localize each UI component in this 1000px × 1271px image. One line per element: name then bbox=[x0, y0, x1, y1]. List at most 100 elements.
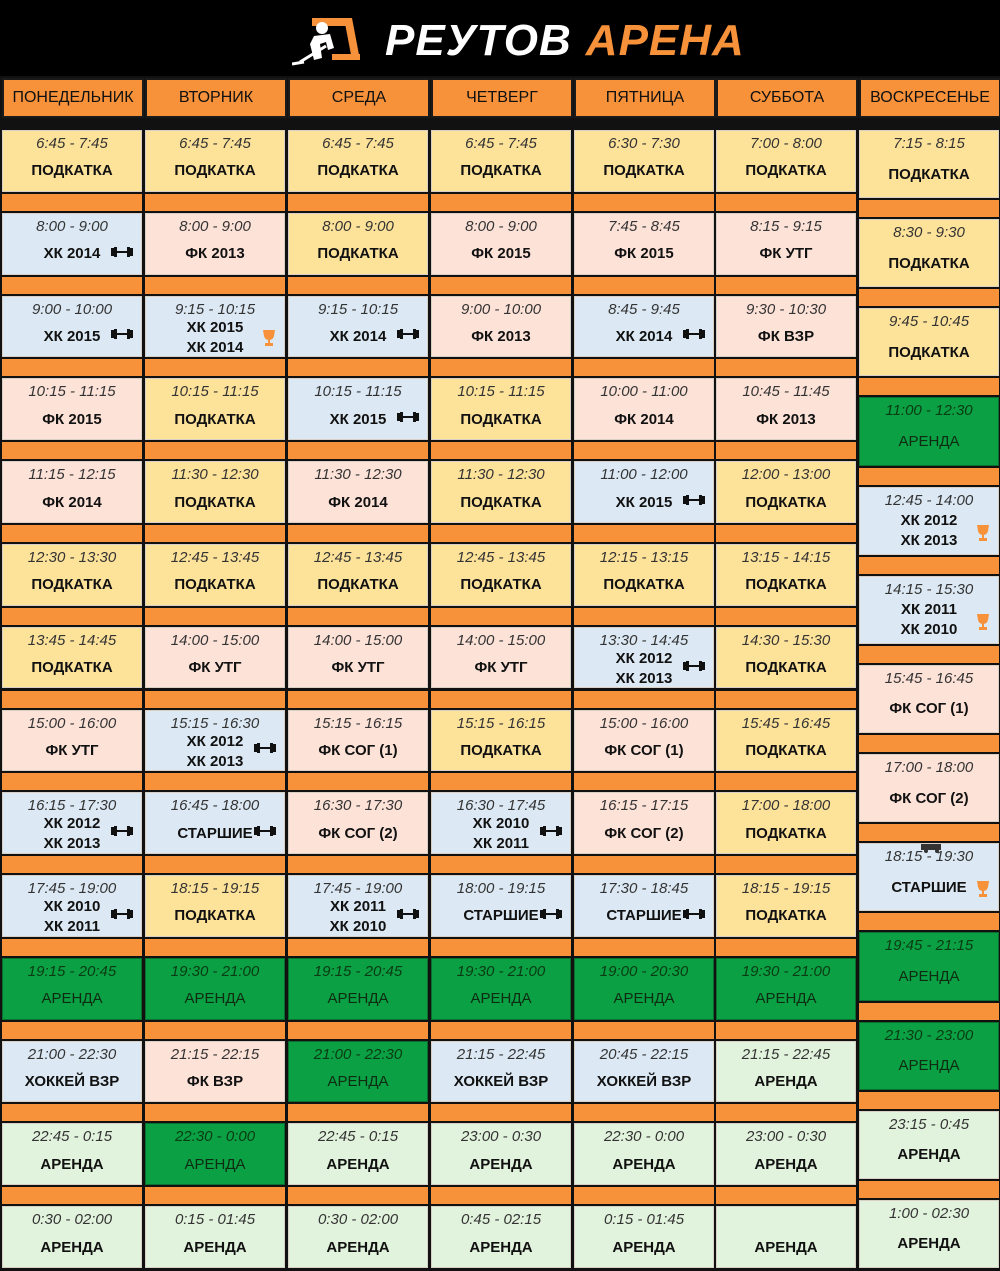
session-label-group: АРЕНДА bbox=[326, 1145, 389, 1184]
session-time: 22:45 - 0:15 bbox=[31, 1128, 113, 1146]
session-time: 8:45 - 9:45 bbox=[608, 300, 680, 318]
session-label: ХК 2011 bbox=[901, 601, 957, 619]
break-strip bbox=[145, 773, 285, 791]
break-strip bbox=[2, 524, 142, 542]
session-slot: 11:30 - 12:30 ПОДКАТКА bbox=[431, 461, 571, 523]
session-time: 17:30 - 18:45 bbox=[599, 880, 689, 898]
session-label-group: АРЕНДА bbox=[184, 1145, 245, 1184]
session-slot: 6:30 - 7:30 ПОДКАТКА bbox=[574, 130, 714, 192]
session-time: 21:15 - 22:45 bbox=[741, 1045, 831, 1063]
dumbbell-icon bbox=[683, 908, 705, 919]
session-label-group: ФК УТГ bbox=[45, 732, 98, 771]
break-strip bbox=[2, 1187, 142, 1205]
session-label: ПОДКАТКА bbox=[174, 907, 256, 925]
session-label-group: ФК УТГ bbox=[188, 649, 241, 688]
session-time: 15:15 - 16:30 bbox=[170, 714, 260, 732]
session-slot: 12:15 - 13:15 ПОДКАТКА bbox=[574, 543, 714, 606]
session-label-group: ФК 2015 bbox=[42, 400, 102, 439]
session-time: 14:30 - 15:30 bbox=[741, 631, 831, 649]
title-word-1: РЕУТОВ bbox=[385, 16, 572, 65]
session-label-2: ХК 2013 bbox=[900, 532, 958, 550]
break-strip bbox=[574, 607, 714, 625]
session-time: 15:00 - 16:00 bbox=[599, 714, 689, 732]
session-label: ФК СОГ (1) bbox=[889, 700, 969, 718]
session-time: 17:45 - 19:00 bbox=[313, 880, 403, 898]
session-slot: 17:45 - 19:00 ХК 2010 ХК 2011 bbox=[2, 875, 142, 937]
session-time: 9:00 - 10:00 bbox=[460, 300, 542, 318]
session-time: 17:45 - 19:00 bbox=[27, 880, 117, 898]
break-strip bbox=[574, 193, 714, 211]
session-label-group: ПОДКАТКА bbox=[745, 814, 826, 853]
session-time: 9:15 - 10:15 bbox=[174, 300, 256, 318]
session-slot: 7:15 - 8:15 ПОДКАТКА bbox=[859, 130, 999, 199]
session-label-group: ХК 2014 bbox=[330, 318, 387, 357]
session-label: АРЕНДА bbox=[327, 990, 389, 1008]
session-slot: 6:45 - 7:45 ПОДКАТКА bbox=[145, 130, 285, 192]
session-label-group: АРЕНДА bbox=[327, 1063, 388, 1102]
session-label-group: ХК 2012 ХК 2013 bbox=[616, 649, 673, 688]
break-strip bbox=[145, 1104, 285, 1122]
session-label-group: АРЕНДА bbox=[327, 980, 388, 1019]
session-label: ХК 2014 bbox=[329, 327, 387, 345]
session-label-group: ПОДКАТКА bbox=[745, 732, 826, 771]
session-slot: 19:30 - 21:00 АРЕНДА bbox=[145, 957, 285, 1020]
session-label: ФК СОГ (2) bbox=[318, 824, 398, 842]
break-strip bbox=[716, 442, 856, 460]
session-time: 9:45 - 10:45 bbox=[888, 313, 970, 331]
session-label-group: ФК СОГ (1) bbox=[318, 732, 397, 771]
session-label-group: ФК СОГ (2) bbox=[604, 814, 683, 853]
session-time: 0:30 - 02:00 bbox=[31, 1211, 113, 1229]
session-slot: 6:45 - 7:45 ПОДКАТКА bbox=[431, 130, 571, 192]
session-slot: 23:00 - 0:30 АРЕНДА bbox=[431, 1123, 571, 1186]
break-strip bbox=[431, 1187, 571, 1205]
break-strip bbox=[716, 1021, 856, 1039]
break-strip bbox=[716, 690, 856, 708]
session-time: 18:15 - 19:15 bbox=[170, 880, 260, 898]
session-time: 11:30 - 12:30 bbox=[457, 466, 545, 484]
session-slot: 17:00 - 18:00 ФК СОГ (2) bbox=[859, 754, 999, 823]
session-slot: 8:00 - 9:00 ПОДКАТКА bbox=[288, 212, 428, 275]
session-slot: 15:45 - 16:45 ФК СОГ (1) bbox=[859, 664, 999, 734]
session-label-group: ФК 2014 bbox=[328, 483, 388, 522]
session-label-group: АРЕНДА bbox=[898, 1044, 959, 1089]
session-label-group: АРЕНДА bbox=[41, 980, 102, 1019]
session-label: АРЕНДА bbox=[469, 1238, 533, 1256]
break-strip bbox=[859, 735, 999, 753]
session-slot: 18:15 - 19:30 СТАРШИЕ bbox=[859, 843, 999, 912]
session-slot: 23:00 - 0:30 АРЕНДА bbox=[716, 1123, 856, 1186]
session-label-group: АРЕНДА bbox=[40, 1145, 103, 1184]
session-time: 16:45 - 18:00 bbox=[170, 797, 260, 815]
session-slot: 11:30 - 12:30 ФК 2014 bbox=[288, 461, 428, 523]
break-strip bbox=[288, 276, 428, 294]
session-label-group: АРЕНДА bbox=[469, 1228, 532, 1267]
session-slot: 15:15 - 16:15 ПОДКАТКА bbox=[431, 709, 571, 772]
session-slot: 23:15 - 0:45 АРЕНДА bbox=[859, 1110, 999, 1179]
session-label-group: ПОДКАТКА bbox=[745, 152, 826, 191]
break-strip bbox=[859, 645, 999, 663]
break-strip bbox=[145, 1187, 285, 1205]
dumbbell-icon bbox=[540, 826, 562, 837]
session-slot: 19:15 - 20:45 АРЕНДА bbox=[2, 957, 142, 1020]
break-strip bbox=[716, 856, 856, 874]
session-label-group: ПОДКАТКА bbox=[317, 235, 398, 274]
session-label-2: ХК 2013 bbox=[43, 835, 101, 853]
session-slot: 15:00 - 16:00 ФК УТГ bbox=[2, 709, 142, 772]
session-slot: 9:45 - 10:45 ПОДКАТКА bbox=[859, 308, 999, 377]
session-slot: 16:15 - 17:30 ХК 2012 ХК 2013 bbox=[2, 792, 142, 855]
break-strip bbox=[716, 1104, 856, 1122]
session-label-group: АРЕНДА bbox=[754, 1229, 817, 1267]
dumbbell-icon bbox=[683, 329, 705, 340]
session-label: ФК 2015 bbox=[471, 245, 531, 263]
session-slot: 0:15 - 01:45 АРЕНДА bbox=[574, 1206, 714, 1268]
session-label: ПОДКАТКА bbox=[745, 493, 827, 511]
session-time: 18:00 - 19:15 bbox=[456, 880, 546, 898]
session-time: 19:30 - 21:00 bbox=[741, 962, 831, 980]
session-label-group: ПОДКАТКА bbox=[317, 566, 398, 605]
session-label: АРЕНДА bbox=[40, 1238, 104, 1256]
break-strip bbox=[431, 856, 571, 874]
session-label-group: ФК СОГ (2) bbox=[889, 776, 968, 821]
session-slot: 8:00 - 9:00 ХК 2014 bbox=[2, 212, 142, 275]
break-strip bbox=[2, 607, 142, 625]
day-header: СУББОТА bbox=[716, 78, 858, 118]
break-strip bbox=[716, 1187, 856, 1205]
